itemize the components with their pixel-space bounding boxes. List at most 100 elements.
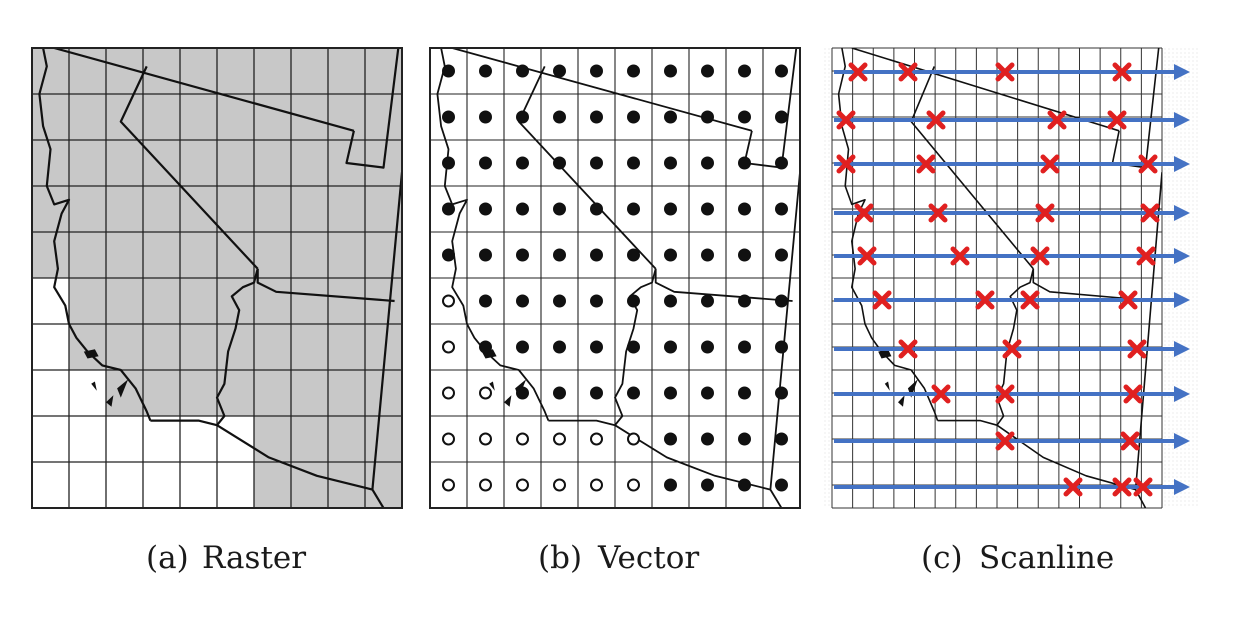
raster-cell: [106, 462, 144, 509]
raster-cell: [180, 324, 218, 371]
arrow-head: [1174, 433, 1190, 449]
filled-point: [664, 248, 677, 262]
intersection-mark: [1136, 246, 1156, 266]
raster-cell: [217, 324, 255, 371]
filled-point: [775, 294, 788, 308]
raster-cell: [217, 140, 255, 187]
intersection-mark: [1112, 477, 1132, 497]
intersection-mark: [898, 62, 918, 82]
intersection-mark: [1030, 246, 1050, 266]
raster-cell: [217, 186, 255, 233]
raster-cell: [143, 94, 181, 141]
intersection-mark: [848, 62, 868, 82]
filled-point: [701, 202, 714, 216]
filled-point: [738, 432, 751, 446]
filled-point: [442, 248, 455, 262]
island: [504, 395, 512, 407]
filled-point: [664, 340, 677, 354]
raster-cell: [254, 278, 292, 325]
raster-cell: [69, 416, 107, 463]
raster-cell: [291, 416, 329, 463]
raster-cell: [291, 278, 329, 325]
caption-scanline-tag: (c): [921, 540, 963, 576]
filled-point: [664, 110, 677, 124]
filled-point: [553, 64, 566, 78]
hollow-point: [442, 340, 455, 354]
filled-point: [775, 110, 788, 124]
filled-point: [442, 156, 455, 170]
raster-cell: [32, 416, 70, 463]
intersection-mark: [926, 110, 946, 130]
intersection-mark: [1118, 290, 1138, 310]
vector-frame: [429, 47, 801, 509]
filled-point: [701, 248, 714, 262]
filled-point: [553, 202, 566, 216]
idaho-border: [743, 48, 798, 169]
filled-point: [664, 386, 677, 400]
raster-cell: [106, 278, 144, 325]
coastline: [38, 48, 152, 422]
filled-point: [738, 386, 751, 400]
raster-cell: [69, 462, 107, 509]
raster-cell: [254, 324, 292, 371]
raster-cell: [291, 140, 329, 187]
hollow-point: [442, 294, 455, 308]
island: [91, 381, 97, 391]
filled-point: [442, 110, 455, 124]
raster-cell: [291, 462, 329, 509]
raster-cell: [32, 462, 70, 509]
island: [83, 349, 99, 359]
intersection-mark: [995, 384, 1015, 404]
filled-point: [627, 248, 640, 262]
raster-cell: [69, 370, 107, 417]
raster-cell: [143, 186, 181, 233]
filled-point: [627, 202, 640, 216]
intersection-mark: [1020, 290, 1040, 310]
raster-cell: [254, 94, 292, 141]
raster-cell: [328, 370, 366, 417]
raster-cell: [180, 370, 218, 417]
raster-cell: [328, 232, 366, 279]
filled-point: [701, 478, 714, 492]
intersection-mark: [836, 110, 856, 130]
filled-point: [701, 110, 714, 124]
intersection-mark: [1047, 110, 1067, 130]
raster-cell: [328, 416, 366, 463]
filled-point: [590, 156, 603, 170]
intersection-mark: [931, 384, 951, 404]
raster-cell: [254, 232, 292, 279]
raster-cell: [180, 186, 218, 233]
filled-point: [738, 478, 751, 492]
raster-cell: [291, 232, 329, 279]
filled-point: [701, 294, 714, 308]
filled-point: [775, 248, 788, 262]
arrow-head: [1174, 292, 1190, 308]
raster-cell: [180, 48, 218, 95]
caption-raster-tag: (a): [146, 540, 189, 576]
hollow-point: [590, 432, 603, 446]
raster-cell: [254, 370, 292, 417]
raster-cell: [291, 186, 329, 233]
raster-cell: [106, 232, 144, 279]
filled-point: [516, 110, 529, 124]
raster-grid: [32, 48, 402, 508]
intersection-mark: [975, 290, 995, 310]
raster-cell: [69, 94, 107, 141]
raster-cell: [32, 232, 70, 279]
raster-cell: [180, 278, 218, 325]
filled-point: [775, 64, 788, 78]
filled-point: [775, 340, 788, 354]
raster-cell: [328, 48, 366, 95]
filled-point: [664, 64, 677, 78]
filled-point: [516, 202, 529, 216]
hollow-point: [479, 386, 492, 400]
mexico-border: [216, 424, 373, 491]
filled-point: [516, 156, 529, 170]
intersection-mark: [1138, 154, 1158, 174]
raster-cell: [106, 94, 144, 141]
arrow-head: [1174, 156, 1190, 172]
filled-point: [775, 478, 788, 492]
raster-cell: [143, 278, 181, 325]
raster-cell: [217, 416, 255, 463]
